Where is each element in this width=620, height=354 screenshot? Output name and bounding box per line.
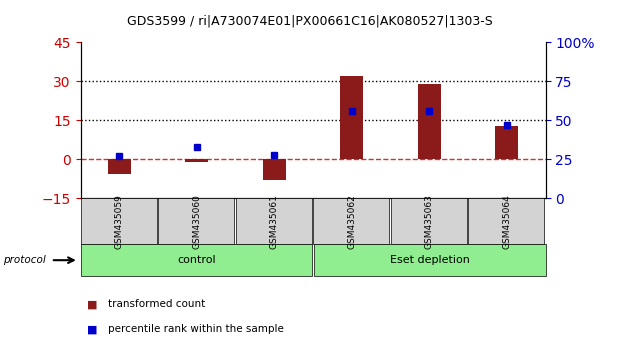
Text: GSM435062: GSM435062	[347, 194, 356, 249]
Bar	[108, 159, 131, 173]
Bar	[495, 126, 518, 159]
Text: transformed count: transformed count	[108, 299, 206, 309]
Bar	[418, 84, 441, 159]
Text: GDS3599 / ri|A730074E01|PX00661C16|AK080527|1303-S: GDS3599 / ri|A730074E01|PX00661C16|AK080…	[127, 14, 493, 27]
Text: GSM435060: GSM435060	[192, 194, 202, 249]
Text: ■: ■	[87, 324, 97, 334]
Text: GSM435059: GSM435059	[115, 194, 124, 249]
Text: GSM435064: GSM435064	[502, 194, 512, 249]
Text: ■: ■	[87, 299, 97, 309]
Text: control: control	[177, 255, 216, 265]
Text: percentile rank within the sample: percentile rank within the sample	[108, 324, 285, 334]
Bar	[263, 159, 286, 180]
Text: Eset depletion: Eset depletion	[390, 255, 469, 265]
Text: protocol: protocol	[3, 255, 46, 265]
Text: GSM435061: GSM435061	[270, 194, 279, 249]
Bar	[185, 159, 208, 162]
Bar	[340, 76, 363, 159]
Text: GSM435063: GSM435063	[425, 194, 434, 249]
